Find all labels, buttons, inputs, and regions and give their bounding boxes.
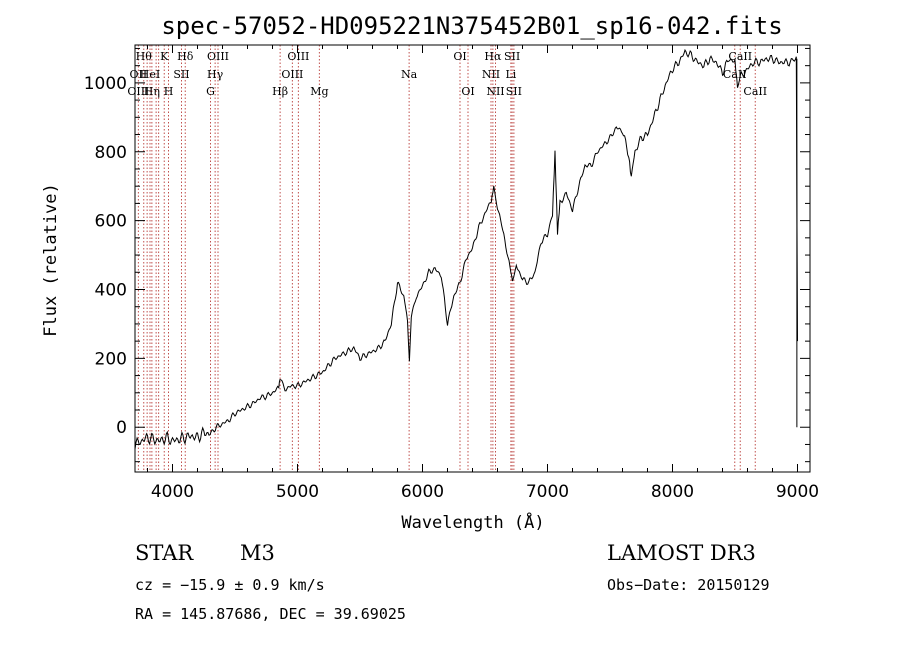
y-tick-label: 200 bbox=[95, 349, 127, 369]
y-tick-label: 0 bbox=[116, 418, 127, 438]
x-tick-label: 5000 bbox=[276, 482, 319, 502]
line-label: K bbox=[160, 50, 169, 63]
x-tick-label: 9000 bbox=[776, 482, 819, 502]
y-tick-label: 400 bbox=[95, 280, 127, 300]
y-tick-label: 600 bbox=[95, 212, 127, 232]
line-label: SII bbox=[504, 50, 520, 63]
y-tick-label: 800 bbox=[95, 143, 127, 163]
line-label: Hγ bbox=[207, 68, 224, 81]
line-label: HeI bbox=[140, 68, 160, 81]
x-tick-label: 6000 bbox=[401, 482, 444, 502]
ra-dec: RA = 145.87686, DEC = 39.69025 bbox=[135, 605, 406, 623]
line-label: OI bbox=[453, 50, 466, 63]
x-tick-label: 4000 bbox=[151, 482, 194, 502]
line-label: Li bbox=[505, 68, 516, 81]
line-label: Hα bbox=[484, 50, 502, 63]
plot-frame bbox=[134, 44, 811, 473]
chart-title: spec-57052-HD095221N375452B01_sp16-042.f… bbox=[161, 12, 782, 40]
line-label: CaII bbox=[723, 68, 747, 81]
line-label: OIII bbox=[127, 85, 149, 98]
observation-date: Obs−Date: 20150129 bbox=[607, 576, 770, 594]
line-label: OIII bbox=[207, 50, 229, 63]
spectrum-line bbox=[134, 48, 798, 450]
x-tick-label: 7000 bbox=[526, 482, 569, 502]
x-axis-label: Wavelength (Å) bbox=[401, 511, 544, 533]
axis-ticks: 4000 5000 6000 7000 8000 9000 0 200 400 600 800 100… bbox=[84, 45, 819, 502]
redshift-velocity: cz = −15.9 ± 0.9 km/s bbox=[135, 576, 325, 594]
x-tick-label: 8000 bbox=[651, 482, 694, 502]
survey-name: LAMOST DR3 bbox=[607, 541, 756, 565]
line-label: G bbox=[206, 85, 215, 98]
line-label: OIII bbox=[287, 50, 309, 63]
line-label: OI bbox=[461, 85, 474, 98]
line-label: OII bbox=[130, 68, 148, 81]
line-label: Na bbox=[401, 68, 418, 81]
y-tick-label: 1000 bbox=[84, 74, 127, 94]
line-label: OIII bbox=[281, 68, 303, 81]
line-label: CaII bbox=[743, 85, 767, 98]
y-axis-label: Flux (relative) bbox=[41, 183, 61, 337]
line-label: Hβ bbox=[272, 85, 288, 98]
line-markers bbox=[137, 45, 756, 472]
line-label: Mg bbox=[310, 85, 328, 98]
line-label: NII bbox=[486, 85, 504, 98]
object-class: STAR bbox=[135, 541, 194, 565]
object-subclass: M3 bbox=[240, 541, 275, 565]
spectrum-layer bbox=[134, 48, 798, 450]
line-label: H bbox=[164, 85, 174, 98]
line-label: SII bbox=[173, 68, 189, 81]
line-label: Hθ bbox=[136, 50, 153, 63]
line-label: CaII bbox=[728, 50, 752, 63]
line-label: NII bbox=[482, 68, 500, 81]
line-label: SII bbox=[506, 85, 522, 98]
line-label: Hη bbox=[144, 85, 160, 98]
line-label: Hδ bbox=[177, 50, 194, 63]
